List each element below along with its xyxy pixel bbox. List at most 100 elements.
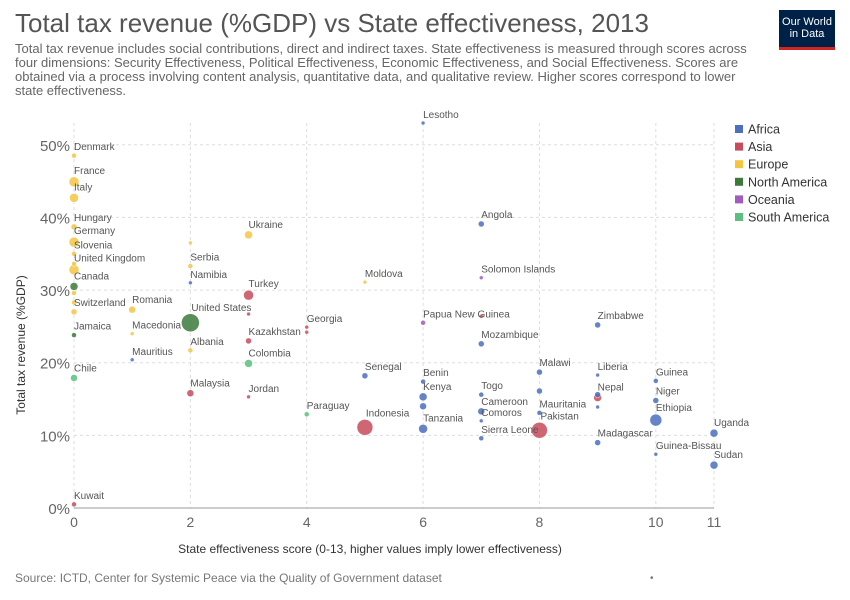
label-indonesia: Indonesia (366, 408, 410, 419)
point-tanzania[interactable] (418, 424, 428, 434)
label-uganda: Uganda (714, 418, 749, 429)
legend: Africa Asia Europe North America Oceania Sout… (735, 123, 829, 225)
label-ukraine: Ukraine (249, 220, 284, 231)
point-solomon-islands[interactable] (479, 275, 484, 280)
point-madagascar[interactable] (594, 439, 601, 446)
point-cameroon[interactable] (477, 407, 486, 416)
point-sudan[interactable] (709, 460, 719, 470)
point-hungary[interactable] (70, 223, 78, 231)
label-pakistan: Pakistan (540, 411, 578, 422)
point-colombia[interactable] (244, 359, 253, 368)
point-unlabeled-22[interactable] (536, 387, 543, 395)
point-ukraine[interactable] (244, 230, 253, 240)
point-zimbabwe[interactable] (594, 321, 601, 329)
legend-item-south-america[interactable]: South America (748, 211, 829, 225)
legend-item-europe[interactable]: Europe (748, 158, 788, 172)
point-lesotho[interactable] (420, 120, 426, 126)
y-tick-label-1: 10% (40, 428, 70, 445)
x-tick-labels: 0 2 4 6 8 10 11 (70, 514, 721, 530)
label-guinea-bissau: Guinea-Bissau (656, 441, 722, 452)
point-guinea-bissau[interactable] (653, 451, 659, 457)
legend-item-oceania[interactable]: Oceania (748, 193, 795, 207)
point-united-states[interactable] (181, 313, 200, 333)
point-senegal[interactable] (361, 372, 369, 380)
label-sudan: Sudan (714, 450, 743, 461)
point-malawi[interactable] (536, 368, 543, 376)
point-guinea[interactable] (653, 378, 659, 384)
point-ethiopia[interactable] (649, 413, 663, 427)
legend-item-asia[interactable]: Asia (748, 140, 772, 154)
point-kuwait[interactable] (71, 501, 77, 508)
label-kenya: Kenya (423, 382, 452, 393)
point-unlabeled-54[interactable] (595, 404, 600, 410)
point-georgia[interactable] (304, 324, 309, 330)
point-turkey[interactable] (243, 289, 254, 301)
label-germany: Germany (74, 226, 115, 237)
x-tick-label-1: 2 (186, 514, 194, 530)
point-denmark[interactable] (71, 152, 77, 159)
point-sierra-leone[interactable] (478, 435, 485, 442)
point-indonesia[interactable] (356, 419, 374, 436)
point-unlabeled-23[interactable] (594, 391, 601, 398)
point-unlabeled-52[interactable] (304, 329, 309, 335)
data-points (68, 120, 719, 508)
point-unlabeled-50[interactable] (188, 240, 193, 246)
label-macedonia: Macedonia (132, 321, 181, 332)
point-unlabeled-36[interactable] (71, 299, 77, 306)
point-niger[interactable] (652, 397, 660, 404)
point-namibia[interactable] (188, 280, 193, 286)
point-togo[interactable] (478, 391, 485, 398)
legend-item-africa[interactable]: Africa (748, 123, 780, 137)
point-unlabeled-35[interactable] (71, 290, 77, 296)
point-paraguay[interactable] (303, 411, 310, 418)
point-chile[interactable] (70, 374, 78, 382)
label-madagascar: Madagascar (598, 429, 654, 440)
label-jordan: Jordan (249, 384, 280, 395)
point-pakistan[interactable] (531, 422, 548, 439)
point-kenya[interactable] (418, 392, 428, 402)
label-italy: Italy (74, 182, 92, 193)
point-mozambique[interactable] (478, 340, 485, 348)
point-benin[interactable] (420, 378, 426, 385)
point-jordan[interactable] (246, 394, 251, 400)
x-tick-label-6: 11 (707, 514, 722, 530)
label-chile: Chile (74, 363, 97, 374)
point-italy[interactable] (69, 193, 79, 203)
point-serbia[interactable] (187, 263, 194, 269)
label-france: France (74, 166, 106, 177)
label-hungary: Hungary (74, 213, 112, 224)
label-romania: Romania (132, 295, 172, 306)
point-comoros[interactable] (479, 418, 484, 424)
point-france[interactable] (68, 176, 80, 188)
point-mauritania[interactable] (536, 410, 543, 416)
label-benin: Benin (423, 368, 449, 379)
point-unlabeled-53[interactable] (479, 313, 484, 319)
point-mauritius[interactable] (129, 357, 135, 363)
point-macedonia[interactable] (129, 331, 135, 336)
label-angola: Angola (481, 210, 513, 221)
point-germany[interactable] (68, 236, 80, 248)
legend-item-north-america[interactable]: North America (748, 175, 827, 189)
point-uganda[interactable] (709, 428, 719, 438)
point-kazakhstan[interactable] (245, 337, 252, 345)
point-moldova[interactable] (362, 279, 368, 285)
point-romania[interactable] (128, 305, 136, 314)
label-colombia: Colombia (249, 348, 292, 359)
point-unlabeled-34[interactable] (71, 261, 77, 267)
legend-swatch-4 (735, 195, 743, 204)
point-unlabeled-51[interactable] (246, 311, 251, 317)
point-liberia[interactable] (595, 372, 600, 378)
point-unlabeled-17[interactable] (419, 402, 427, 411)
y-tick-label-0: 0% (48, 501, 70, 518)
point-jamaica[interactable] (71, 332, 77, 338)
label-mauritania: Mauritania (539, 399, 586, 410)
point-angola[interactable] (478, 220, 485, 228)
point-malaysia[interactable] (186, 389, 195, 397)
point-canada[interactable] (69, 282, 79, 291)
owid-logo[interactable]: Our World in Data (779, 10, 835, 50)
point-slovenia[interactable] (71, 251, 77, 257)
label-united-kingdom: United Kingdom (74, 254, 145, 265)
point-switzerland[interactable] (70, 308, 78, 316)
point-papua-new-guinea[interactable] (420, 320, 426, 326)
point-albania[interactable] (187, 347, 194, 354)
